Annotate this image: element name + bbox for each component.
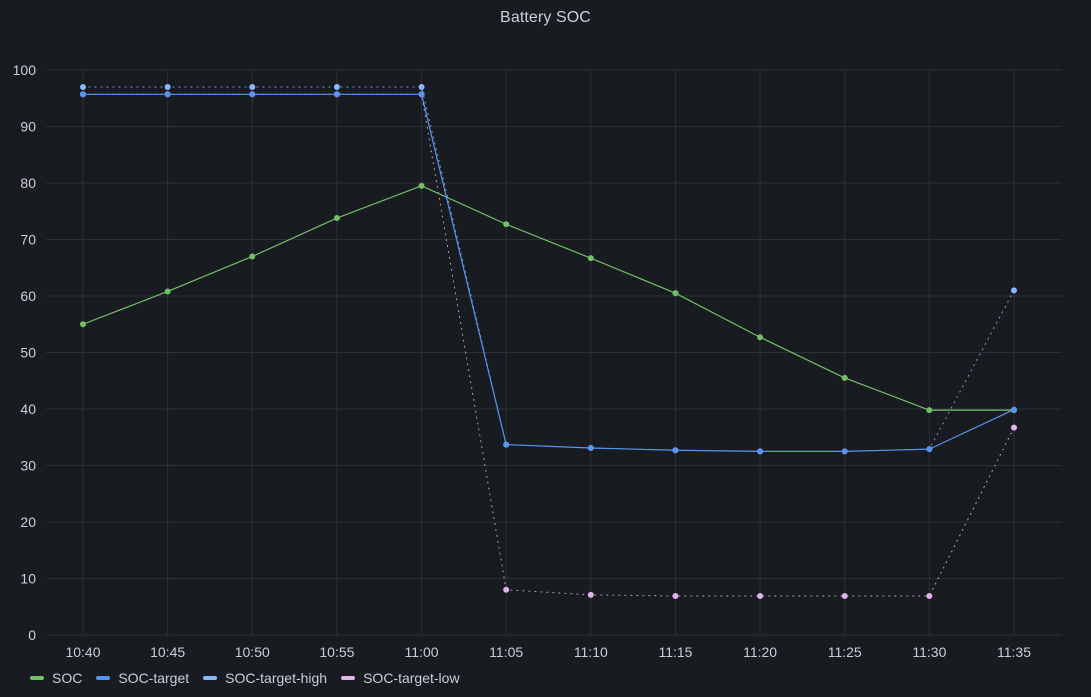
series-layer — [80, 83, 1017, 600]
data-point[interactable] — [587, 255, 594, 262]
data-point[interactable] — [249, 91, 256, 98]
y-tick-label: 80 — [20, 175, 36, 191]
data-point[interactable] — [164, 83, 171, 90]
legend-swatch — [203, 676, 218, 680]
data-point[interactable] — [503, 441, 510, 448]
data-point[interactable] — [503, 221, 510, 228]
x-tick-label: 10:50 — [235, 644, 270, 660]
series-soc-target — [80, 91, 1017, 455]
y-axis-ticks: 0 10 20 30 40 50 60 70 80 90 100 — [13, 62, 37, 643]
data-point[interactable] — [418, 91, 425, 98]
legend-label: SOC-target-high — [225, 670, 328, 686]
legend: SOC SOC-target SOC-target-high SOC-target-l… — [30, 668, 474, 688]
legend-swatch — [96, 676, 111, 680]
data-point[interactable] — [757, 448, 764, 455]
x-tick-label: 11:05 — [489, 644, 523, 660]
data-point[interactable] — [249, 83, 256, 90]
y-tick-label: 20 — [20, 514, 36, 530]
data-point[interactable] — [757, 593, 764, 600]
series-soc — [80, 182, 1017, 414]
legend-label: SOC-target — [118, 670, 190, 686]
data-point[interactable] — [672, 447, 679, 454]
y-tick-label: 40 — [20, 401, 36, 417]
y-tick-label: 90 — [20, 119, 36, 135]
y-tick-label: 50 — [20, 345, 36, 361]
x-tick-label: 11:25 — [828, 644, 862, 660]
data-point[interactable] — [587, 591, 594, 598]
data-point[interactable] — [333, 215, 340, 222]
y-tick-label: 30 — [20, 458, 36, 474]
y-tick-label: 10 — [20, 571, 36, 587]
data-point[interactable] — [587, 444, 594, 451]
data-point[interactable] — [249, 253, 256, 260]
legend-swatch — [341, 676, 356, 680]
x-axis-ticks: 10:40 10:45 10:50 10:55 11:00 11:05 11:10 11:15… — [65, 644, 1031, 660]
series-soc-target-low — [80, 91, 1017, 600]
series-line — [82, 93, 1015, 597]
x-tick-label: 11:15 — [658, 644, 692, 660]
legend-label: SOC — [52, 670, 83, 686]
data-point[interactable] — [80, 91, 86, 98]
x-tick-label: 11:30 — [912, 644, 946, 660]
x-tick-label: 10:45 — [150, 644, 185, 660]
data-point[interactable] — [164, 288, 171, 295]
legend-swatch — [30, 676, 44, 680]
legend-item[interactable]: SOC — [30, 670, 82, 686]
data-point[interactable] — [503, 586, 510, 593]
x-tick-label: 11:10 — [574, 644, 608, 660]
data-point[interactable] — [672, 593, 679, 600]
x-tick-label: 10:40 — [65, 644, 100, 660]
data-point[interactable] — [1011, 287, 1017, 294]
data-point[interactable] — [80, 83, 86, 90]
legend-item[interactable]: SOC-target — [96, 670, 189, 686]
data-point[interactable] — [841, 593, 848, 600]
x-tick-label: 11:00 — [405, 644, 439, 660]
y-tick-label: 100 — [13, 62, 37, 78]
data-point[interactable] — [926, 407, 933, 414]
data-point[interactable] — [80, 321, 86, 328]
data-point[interactable] — [333, 91, 340, 98]
data-point[interactable] — [841, 374, 848, 381]
data-point[interactable] — [672, 290, 679, 297]
data-point[interactable] — [418, 83, 425, 90]
series-line — [83, 93, 1015, 452]
y-tick-label: 70 — [20, 232, 36, 248]
data-point[interactable] — [418, 182, 425, 189]
legend-item[interactable]: SOC-target-high — [203, 670, 327, 686]
data-point[interactable] — [926, 593, 933, 600]
data-point[interactable] — [164, 91, 171, 98]
data-point[interactable] — [333, 83, 340, 90]
data-point[interactable] — [926, 446, 933, 453]
panel-title: Battery SOC — [500, 9, 591, 26]
x-tick-label: 11:35 — [997, 644, 1031, 660]
y-tick-label: 0 — [28, 627, 36, 643]
x-tick-label: 11:20 — [743, 644, 777, 660]
data-point[interactable] — [841, 448, 848, 455]
y-tick-label: 60 — [20, 288, 36, 304]
data-point[interactable] — [1011, 406, 1017, 413]
x-tick-label: 10:55 — [319, 644, 354, 660]
series-line — [82, 185, 1014, 411]
data-point[interactable] — [757, 334, 764, 341]
legend-label: SOC-target-low — [363, 670, 460, 686]
data-point[interactable] — [1011, 424, 1017, 431]
legend-item[interactable]: SOC-target-low — [341, 670, 460, 686]
grid-layer — [46, 69, 1062, 636]
